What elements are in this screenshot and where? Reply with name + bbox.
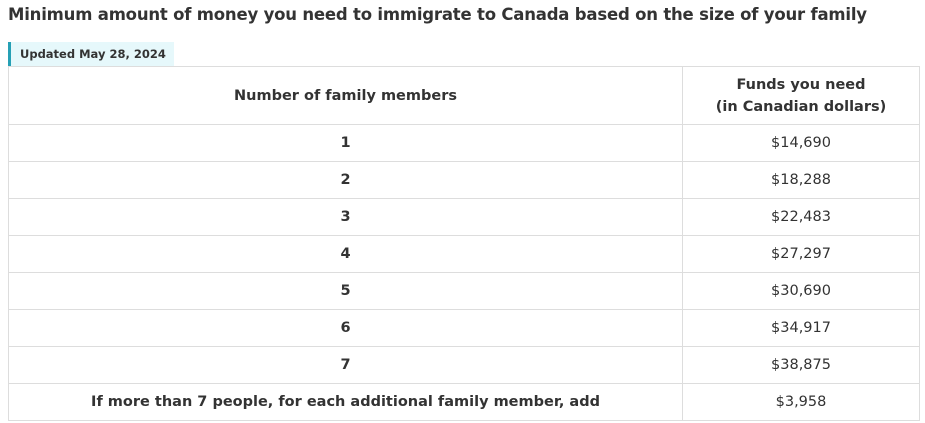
table-row: 3 $22,483 (8, 198, 920, 236)
family-size-cell: If more than 7 people, for each addition… (8, 383, 683, 421)
table-row: 1 $14,690 (8, 124, 920, 162)
funds-cell: $30,690 (682, 272, 920, 310)
table-row: If more than 7 people, for each addition… (8, 383, 920, 421)
header-cell: Number of family members (8, 66, 683, 125)
family-size-cell: 5 (8, 272, 683, 310)
table-row: 2 $18,288 (8, 161, 920, 199)
funds-cell: $34,917 (682, 309, 920, 347)
table-row: 7 $38,875 (8, 346, 920, 384)
header-text: Funds you need (736, 76, 866, 93)
table-header: Number of family members Funds you need (i… (8, 66, 920, 125)
page-title: Minimum amount of money you need to immi… (8, 5, 867, 24)
table-body: 1 $14,690 2 $18,288 3 $22,483 4 $27,297 5 $30,690… (8, 124, 920, 421)
family-size-cell: 6 (8, 309, 683, 347)
family-size-cell: 3 (8, 198, 683, 236)
funds-cell: $14,690 (682, 124, 920, 162)
family-size-cell: 2 (8, 161, 683, 199)
updated-badge: Updated May 28, 2024 (8, 42, 174, 66)
header-text: Number of family members (234, 87, 457, 104)
funds-cell: $22,483 (682, 198, 920, 236)
funds-cell: $38,875 (682, 346, 920, 384)
header-cell: Funds you need (in Canadian dollars) (682, 66, 920, 125)
family-size-cell: 4 (8, 235, 683, 273)
header-text: (in Canadian dollars) (715, 98, 887, 115)
table-row: 6 $34,917 (8, 309, 920, 347)
funds-cell: $27,297 (682, 235, 920, 273)
table-row: 5 $30,690 (8, 272, 920, 310)
funds-table: Number of family members Funds you need (i… (8, 66, 920, 421)
funds-cell: $3,958 (682, 383, 920, 421)
family-size-cell: 7 (8, 346, 683, 384)
family-size-cell: 1 (8, 124, 683, 162)
funds-cell: $18,288 (682, 161, 920, 199)
table-row: 4 $27,297 (8, 235, 920, 273)
header-row: Number of family members Funds you need (i… (8, 66, 920, 125)
